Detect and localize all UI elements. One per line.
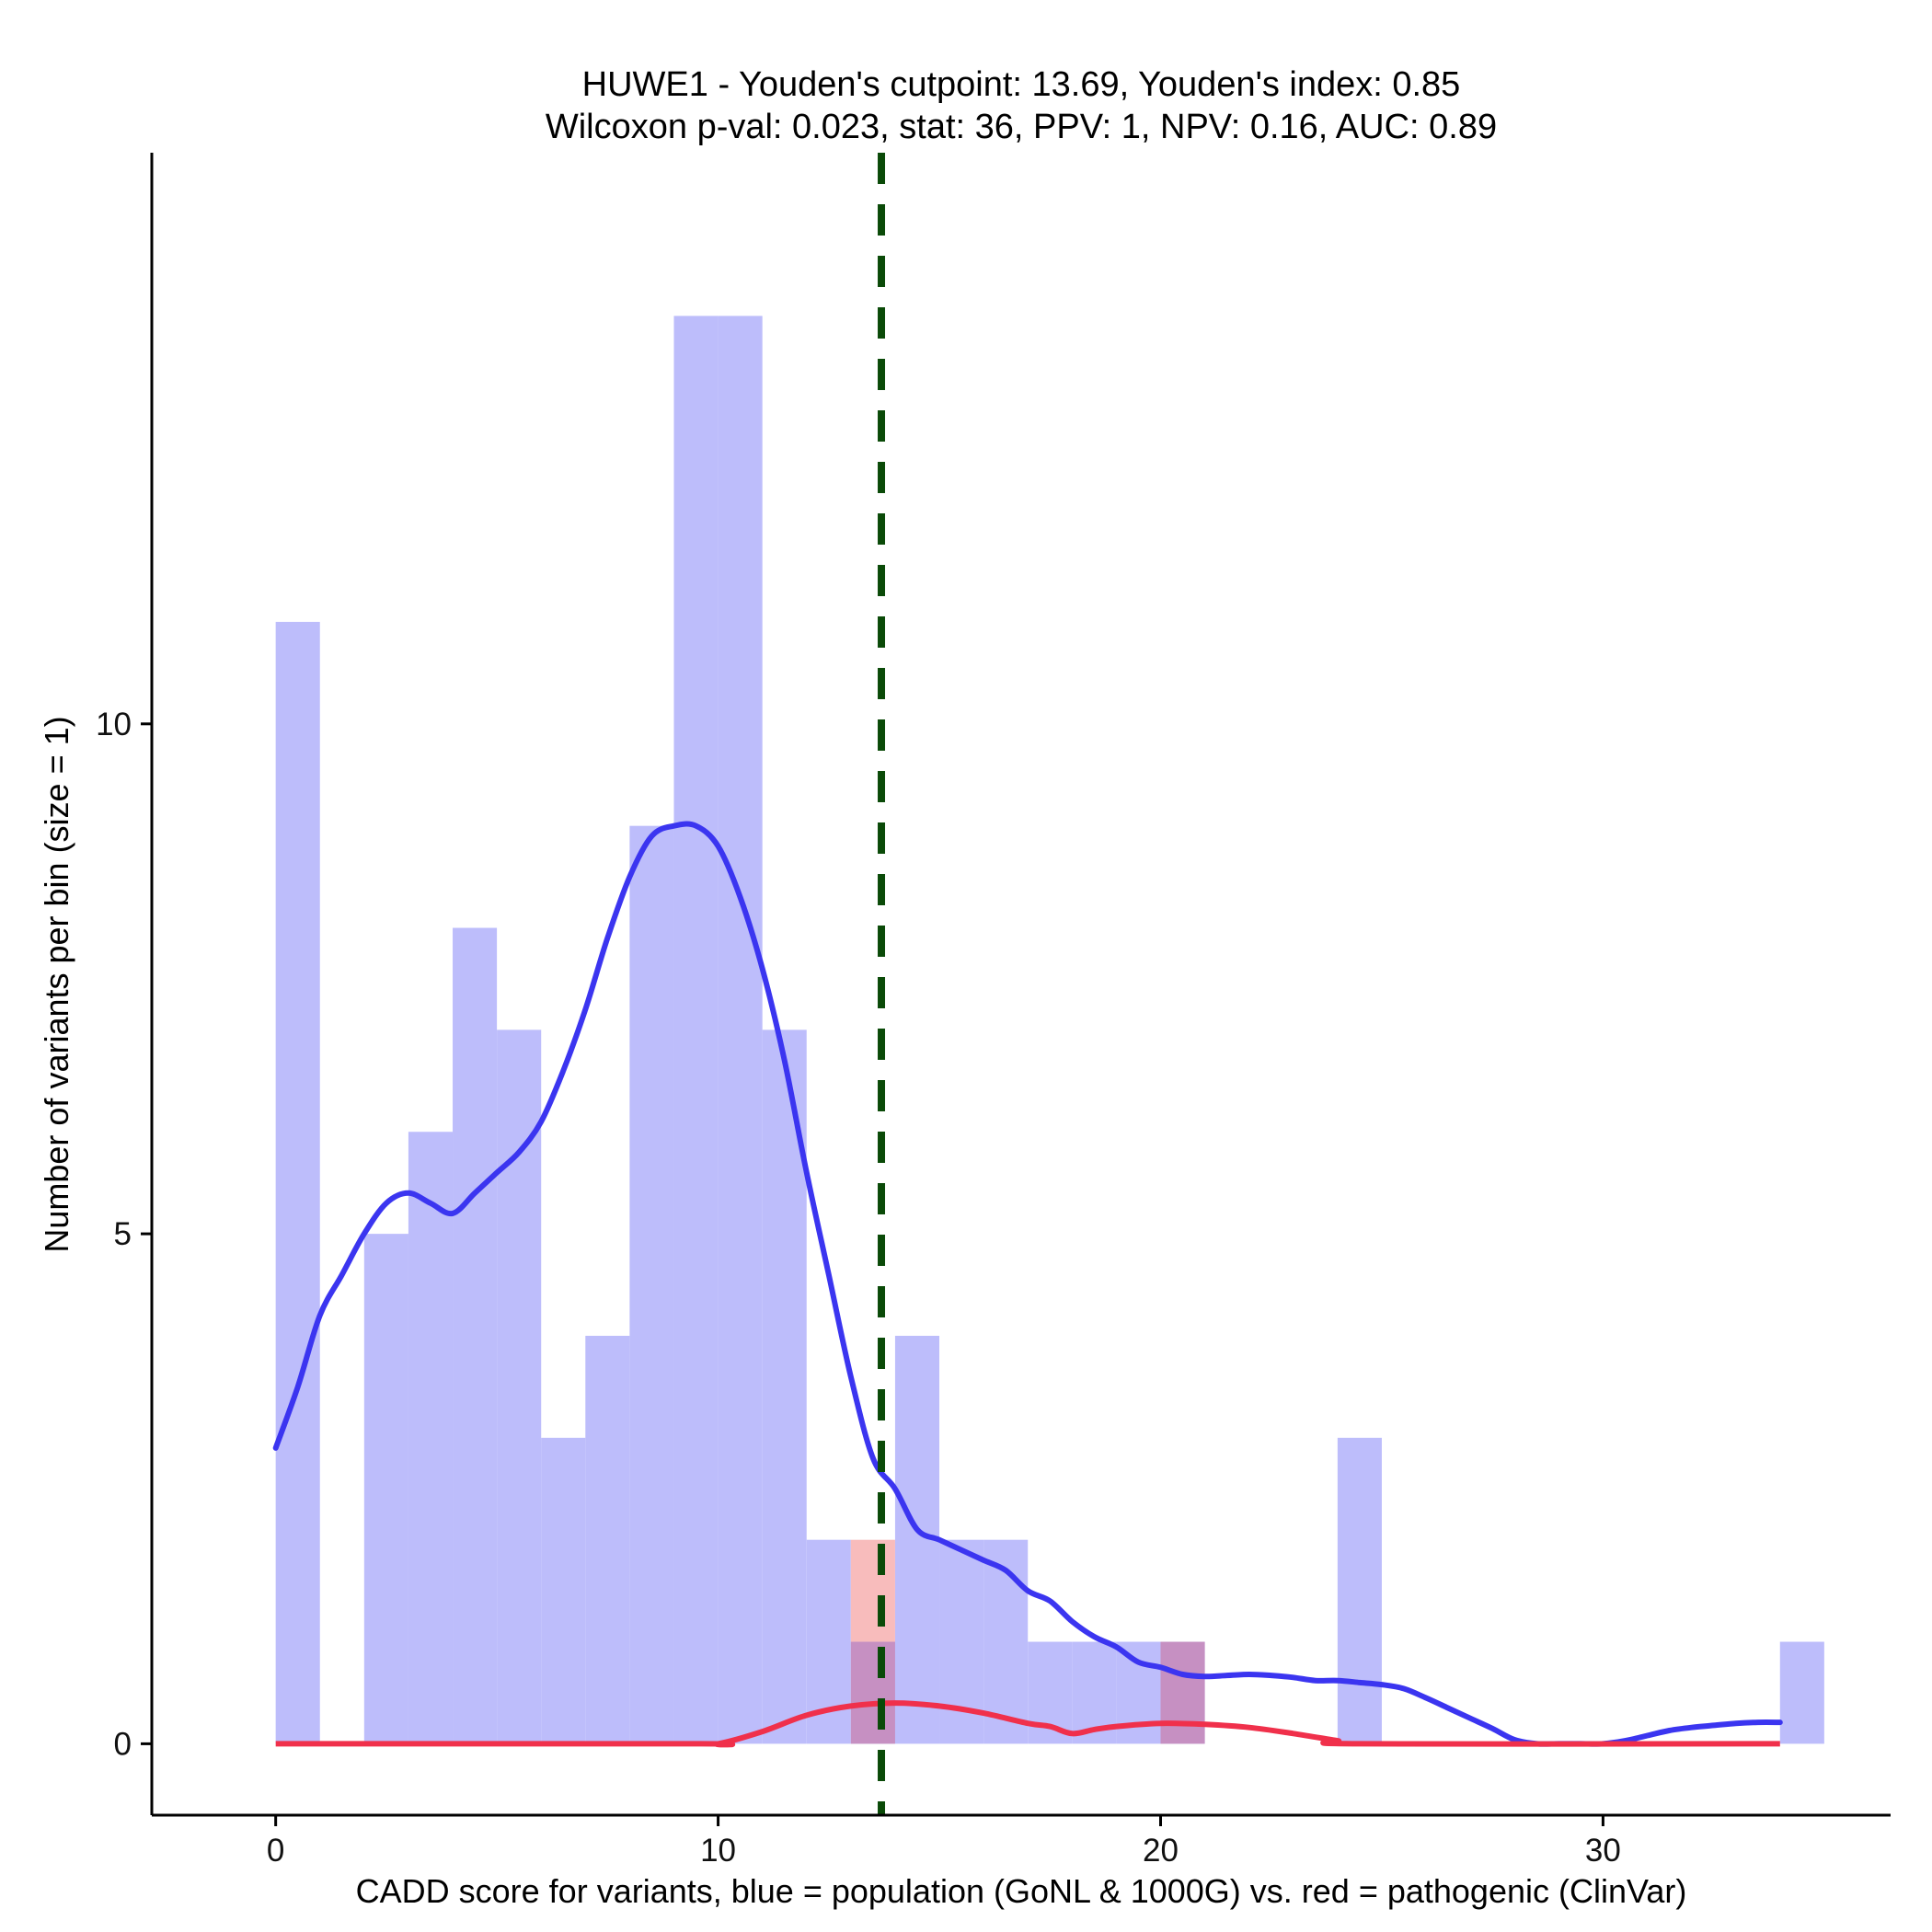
histogram-bars xyxy=(275,316,1824,1744)
population-bar xyxy=(541,1437,586,1744)
population-bar xyxy=(673,316,719,1744)
population-bar xyxy=(275,621,320,1744)
overlap-bar xyxy=(850,1641,895,1744)
x-tick-label: 30 xyxy=(1585,1833,1621,1869)
density-curves xyxy=(272,821,1783,1748)
population-bar xyxy=(453,927,498,1744)
y-tick-label: 5 xyxy=(114,1216,132,1252)
population-bar xyxy=(408,1132,454,1744)
chart-title: HUWE1 - Youden's cutpoint: 13.69, Youden… xyxy=(582,65,1461,104)
y-tick-label: 10 xyxy=(96,707,132,742)
overlap-bar xyxy=(1160,1641,1205,1744)
x-tick-label: 20 xyxy=(1143,1833,1179,1869)
population-bar xyxy=(585,1335,630,1744)
y-tick-label: 0 xyxy=(114,1726,132,1762)
chart-subtitle: Wilcoxon p-val: 0.023, stat: 36, PPV: 1,… xyxy=(546,108,1497,146)
axis-ticks: 0 10 20 30 0 5 10 xyxy=(96,707,1621,1869)
x-tick-label: 10 xyxy=(700,1833,736,1869)
pathogenic-bar xyxy=(850,1539,895,1642)
population-bar xyxy=(1779,1641,1824,1744)
pathogenic-density-line xyxy=(275,1700,1780,1748)
population-bar xyxy=(1337,1437,1382,1744)
y-axis-label: Number of variants per bin (size = 1) xyxy=(38,716,75,1252)
population-bar xyxy=(363,1234,408,1744)
x-tick-label: 0 xyxy=(267,1833,284,1869)
population-density-line xyxy=(272,821,1783,1747)
population-bar xyxy=(718,316,763,1744)
population-bar xyxy=(629,825,674,1744)
x-axis-label: CADD score for variants, blue = populati… xyxy=(356,1872,1687,1910)
